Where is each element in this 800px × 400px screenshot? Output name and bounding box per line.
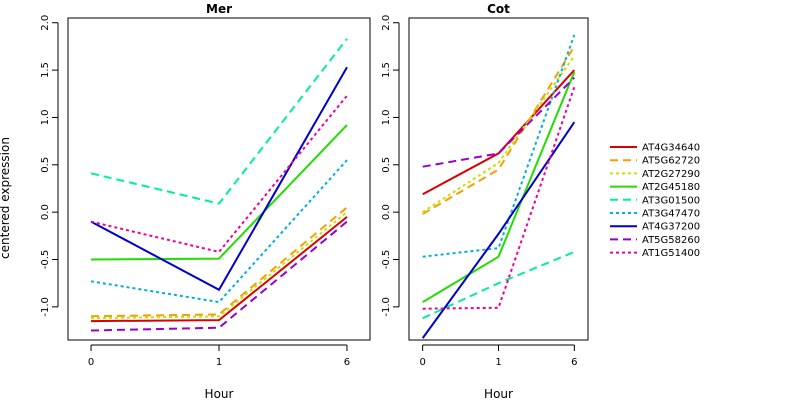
x-tick-label: 1 bbox=[216, 357, 222, 368]
legend-item: AT2G27290 bbox=[610, 169, 700, 180]
legend-item: AT4G34640 bbox=[610, 143, 700, 154]
y-axis: -1.0 -0.5 0.0 0.5 1.0 1.5 2.0 bbox=[381, 15, 400, 317]
y-tick-label: -0.5 bbox=[381, 250, 392, 270]
legend-label: AT2G27290 bbox=[642, 169, 700, 180]
series-group bbox=[421, 34, 576, 339]
plot-frame bbox=[67, 17, 371, 341]
series-line-at5g58260 bbox=[422, 76, 576, 168]
series-line-at1g51400 bbox=[422, 86, 576, 310]
y-tick-label: 2.0 bbox=[381, 15, 392, 31]
legend-item: AT5G58260 bbox=[610, 235, 700, 246]
series-line-at5g62720 bbox=[422, 45, 576, 215]
series-line-at3g47470 bbox=[90, 159, 348, 304]
series-line-at1g51400 bbox=[90, 95, 348, 254]
legend-label: AT1G51400 bbox=[642, 248, 700, 259]
series-line-at2g45180 bbox=[90, 124, 348, 261]
y-tick-label: 1.5 bbox=[40, 62, 51, 78]
x-tick-label: 6 bbox=[571, 357, 577, 368]
series-line-at5g58260 bbox=[90, 220, 348, 332]
series-line-at3g47470 bbox=[422, 34, 576, 258]
series-group bbox=[90, 38, 348, 332]
legend-item: AT3G01500 bbox=[610, 195, 700, 206]
panel-title: Mer bbox=[206, 2, 232, 16]
y-axis: -1.0 -0.5 0.0 0.5 1.0 1.5 2.0 bbox=[40, 15, 59, 317]
legend-item: AT5G62720 bbox=[610, 156, 700, 167]
y-tick-label: 2.0 bbox=[40, 15, 51, 31]
series-line-at4g37200 bbox=[421, 121, 576, 339]
x-axis-title: Hour bbox=[205, 387, 234, 400]
y-tick-label: 0.5 bbox=[40, 157, 51, 173]
legend-label: AT3G47470 bbox=[642, 209, 700, 220]
series-line-at4g37200 bbox=[90, 66, 348, 292]
legend-label: AT5G62720 bbox=[642, 156, 700, 167]
y-tick-label: 1.0 bbox=[40, 109, 51, 125]
legend-item: AT1G51400 bbox=[610, 248, 700, 259]
series-line-at2g27290 bbox=[90, 211, 348, 320]
legend-label: AT4G34640 bbox=[642, 143, 700, 154]
panel-title: Cot bbox=[487, 2, 510, 16]
legend-item: AT4G37200 bbox=[610, 222, 700, 233]
x-tick-label: 0 bbox=[419, 357, 425, 368]
legend-item: AT2G45180 bbox=[610, 182, 700, 193]
legend-item: AT3G47470 bbox=[610, 209, 700, 220]
y-tick-label: 1.5 bbox=[381, 62, 392, 78]
x-axis-title: Hour bbox=[484, 387, 513, 400]
panels-group: Mer -1.0 -0.5 0.0 0.5 1.0 1.5 2.0 0 1 6 Hour Cot -1.0… bbox=[40, 2, 589, 400]
legend-label: AT4G37200 bbox=[642, 222, 700, 233]
y-tick-label: -0.5 bbox=[40, 250, 51, 270]
y-tick-label: 0.5 bbox=[381, 157, 392, 173]
series-line-at2g45180 bbox=[422, 71, 576, 303]
y-tick-label: 1.0 bbox=[381, 109, 392, 125]
series-line-at4g34640 bbox=[90, 216, 348, 323]
series-line-at5g62720 bbox=[90, 206, 348, 318]
series-line-at2g27290 bbox=[422, 55, 576, 213]
x-tick-label: 0 bbox=[88, 357, 94, 368]
legend-label: AT5G58260 bbox=[642, 235, 700, 246]
y-tick-label: 0.0 bbox=[381, 204, 392, 220]
y-tick-label: -1.0 bbox=[40, 297, 51, 317]
y-tick-label: -1.0 bbox=[381, 297, 392, 317]
panel-mer: Mer -1.0 -0.5 0.0 0.5 1.0 1.5 2.0 0 1 6 Hour bbox=[40, 2, 371, 400]
x-axis: 0 1 6 bbox=[88, 344, 350, 368]
series-line-at3g01500 bbox=[422, 250, 575, 320]
plot-frame bbox=[408, 17, 589, 341]
series-line-at3g01500 bbox=[90, 38, 348, 205]
legend-label: AT2G45180 bbox=[642, 182, 700, 193]
x-axis: 0 1 6 bbox=[419, 344, 578, 368]
x-tick-label: 6 bbox=[344, 357, 350, 368]
panel-cot: Cot -1.0 -0.5 0.0 0.5 1.0 1.5 2.0 0 1 6 Hour bbox=[381, 2, 589, 400]
y-tick-label: 0.0 bbox=[40, 204, 51, 220]
series-line-at4g34640 bbox=[422, 69, 576, 196]
x-tick-label: 1 bbox=[495, 357, 501, 368]
y-axis-title: centered expression bbox=[0, 137, 12, 259]
legend: AT4G34640 AT5G62720 AT2G27290 AT2G45180 AT3G… bbox=[610, 143, 700, 259]
legend-label: AT3G01500 bbox=[642, 195, 700, 206]
